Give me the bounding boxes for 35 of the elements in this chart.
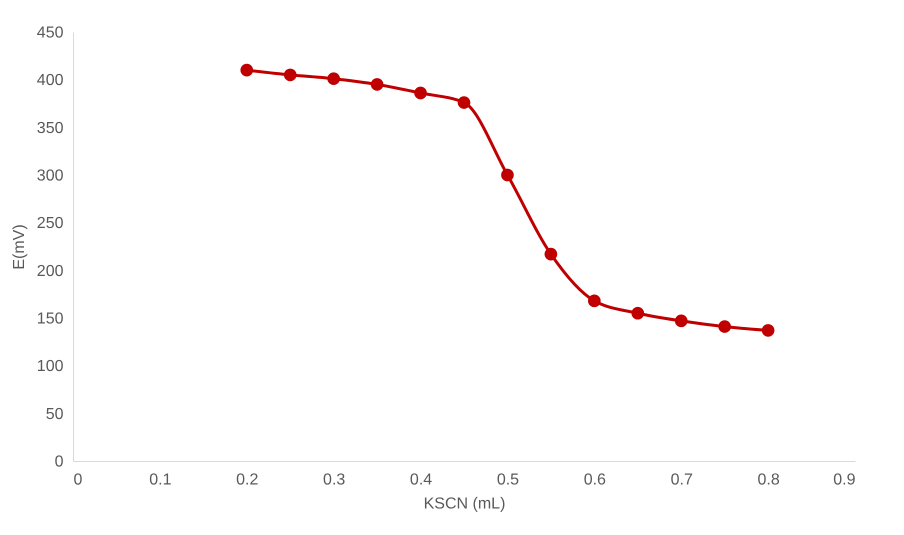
- x-tick-label: 0.2: [236, 472, 258, 488]
- x-tick-label: 0.4: [410, 472, 432, 488]
- point: [501, 168, 514, 182]
- x-tick-label: 0.9: [833, 472, 856, 488]
- x-tick-label: 0.8: [757, 472, 780, 488]
- y-tick-label: 250: [36, 215, 64, 232]
- point: [674, 314, 688, 328]
- point: [631, 306, 644, 320]
- y-tick-label: 350: [36, 120, 64, 137]
- point: [762, 324, 774, 337]
- y-tick-label: 400: [36, 72, 64, 90]
- x-tick-label: 0.7: [670, 472, 693, 488]
- point: [718, 320, 731, 333]
- point: [588, 294, 601, 308]
- x-tick-label: 0.6: [584, 472, 606, 488]
- x-tick-label: 0.5: [496, 472, 520, 488]
- point: [370, 78, 384, 91]
- point: [458, 96, 470, 109]
- point: [327, 72, 340, 86]
- point: [284, 68, 297, 82]
- y-tick-label: 200: [36, 262, 64, 280]
- y-tick-label: 150: [36, 310, 64, 328]
- point: [544, 248, 558, 260]
- y-tick-label: 300: [36, 168, 64, 184]
- x-tick-label: 0: [74, 472, 82, 488]
- y-tick-label: 100: [36, 358, 64, 376]
- y-tick-label: 50: [46, 406, 64, 423]
- y-tick-label: 450: [36, 24, 64, 42]
- point: [414, 86, 427, 100]
- y-axis-title: E(mV): [10, 224, 28, 270]
- point: [240, 64, 254, 76]
- x-tick-label: 0.3: [323, 472, 346, 488]
- x-axis-title: KSCN (mL): [424, 496, 506, 512]
- y-tick-label: 0: [54, 454, 64, 470]
- x-tick-label: 0.1: [149, 472, 172, 488]
